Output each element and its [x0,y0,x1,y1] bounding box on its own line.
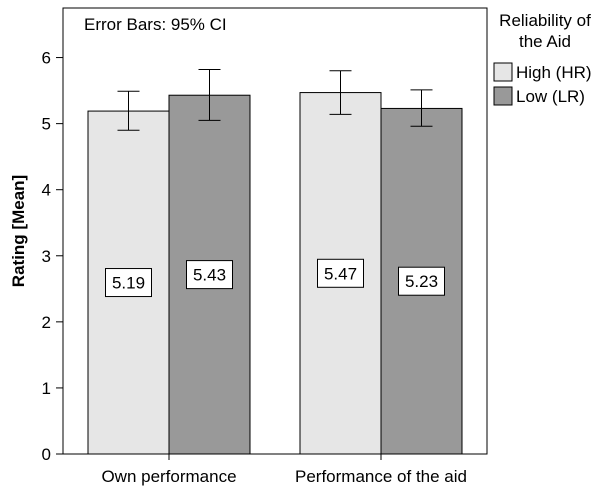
legend-label-0: High (HR) [516,63,592,82]
y-tick-label-3: 3 [42,247,51,266]
data-label-box-1-1 [398,266,445,296]
data-label-box-0-1 [186,260,233,290]
data-label-box-0-0 [105,268,152,298]
y-tick-label-6: 6 [42,49,51,68]
data-label-box-1-0 [317,258,364,288]
y-tick-label-5: 5 [42,115,51,134]
plot-frame [62,7,488,455]
y-axis: 0 1 2 3 4 5 6 [42,49,63,464]
error-bar-annotation: Error Bars: 95% CI [84,15,227,34]
x-tick-label-1: Performance of the aid [295,467,467,486]
legend-swatch-1 [493,86,513,106]
y-tick-label-2: 2 [42,313,51,332]
x-tick-label-0: Own performance [101,467,236,486]
legend-title-line-1: Reliability of [499,11,591,30]
legend: Reliability of the Aid High (HR) Low (LR) [493,11,592,106]
data-label-1-1: 5.23 [405,272,438,291]
x-axis: Own performance Performance of the aid [101,454,467,486]
bars: 5.19 5.43 5.47 5.23 [87,68,463,455]
legend-title-line-2: the Aid [519,32,571,51]
legend-swatch-0 [493,62,513,82]
y-axis-label: Rating [Mean] [9,175,28,287]
legend-label-1: Low (LR) [516,87,585,106]
data-label-0-0: 5.19 [112,274,145,293]
y-tick-label-0: 0 [42,445,51,464]
data-label-1-0: 5.47 [324,264,357,283]
data-label-0-1: 5.43 [193,266,226,285]
y-tick-label-4: 4 [42,181,51,200]
y-tick-label-1: 1 [42,379,51,398]
